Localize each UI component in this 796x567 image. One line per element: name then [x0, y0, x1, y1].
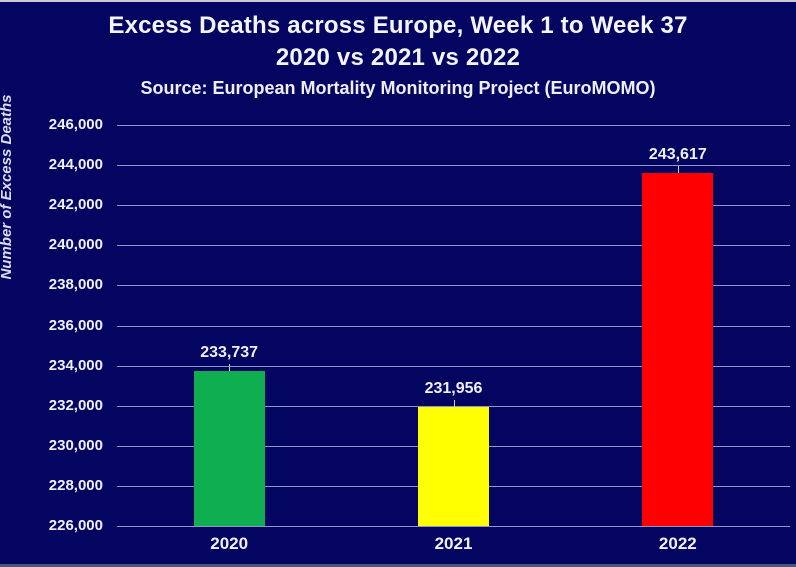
- y-tick-label-236000: 236,000: [48, 316, 103, 334]
- value-leader-tick-2021: [453, 399, 455, 407]
- value-label-2021: 231,956: [424, 379, 483, 397]
- chart-title-line1: Excess Deaths across Europe, Week 1 to W…: [108, 12, 688, 39]
- gridline-242000: [117, 205, 790, 207]
- value-leader-tick-2022: [677, 165, 679, 173]
- gridline-246000: [117, 125, 790, 126]
- bar-2021: [418, 406, 489, 526]
- y-tick-label-244000: 244,000: [48, 156, 103, 174]
- y-tick-label-234000: 234,000: [48, 356, 103, 374]
- y-tick-label-228000: 228,000: [48, 476, 103, 494]
- value-label-2022: 243,617: [648, 145, 707, 163]
- y-tick-label-230000: 230,000: [48, 436, 103, 454]
- y-tick-label-242000: 242,000: [48, 196, 103, 214]
- x-tick-label-2021: 2021: [434, 534, 473, 553]
- plot-area: 233,737 231,956 243,617: [117, 125, 790, 527]
- gridline-240000: [117, 245, 790, 247]
- y-tick-label-226000: 226,000: [48, 517, 103, 534]
- bar-2020: [193, 370, 265, 526]
- y-tick-label-240000: 240,000: [48, 236, 103, 254]
- y-tick-label-238000: 238,000: [48, 276, 103, 294]
- value-leader-tick-2020: [229, 363, 231, 371]
- x-tick-label-2020: 2020: [210, 534, 249, 553]
- gridline-234000: [117, 365, 790, 367]
- gridline-236000: [117, 325, 790, 327]
- x-tick-label-2022: 2022: [658, 534, 697, 553]
- gridline-226000: [117, 526, 790, 527]
- value-label-2020: 233,737: [200, 343, 259, 361]
- gridline-238000: [117, 285, 790, 287]
- y-tick-label-232000: 232,000: [48, 396, 103, 414]
- gridline-244000: [117, 165, 790, 167]
- chart-title-line2: 2020 vs 2021 vs 2022: [275, 44, 521, 71]
- chart-header: Excess Deaths across Europe, Week 1 to W…: [0, 10, 796, 100]
- chart-source: Source: European Mortality Monitoring Pr…: [140, 78, 656, 98]
- y-tick-label-246000: 246,000: [48, 116, 103, 133]
- bar-2022: [642, 172, 714, 526]
